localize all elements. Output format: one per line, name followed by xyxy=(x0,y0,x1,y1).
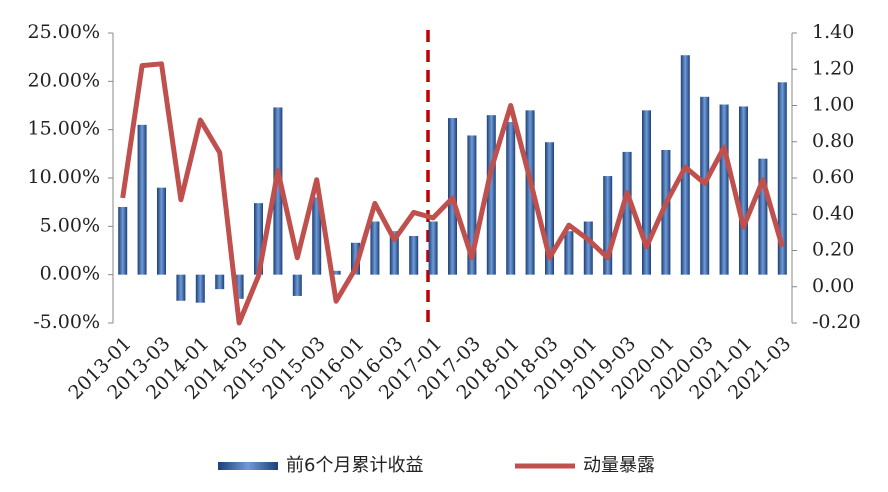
bar xyxy=(661,149,671,275)
bar xyxy=(525,110,535,275)
bar xyxy=(176,274,186,301)
bar xyxy=(409,236,419,275)
bar xyxy=(486,115,496,275)
y2-tick-label: 1.40 xyxy=(812,21,854,43)
bar xyxy=(273,107,283,275)
bar xyxy=(777,82,787,275)
bar xyxy=(642,110,651,275)
y2-tick-label: 1.00 xyxy=(812,94,854,116)
y-tick-label: 20.00% xyxy=(28,69,100,91)
bar xyxy=(370,221,380,275)
legend-label: 前6个月累计收益 xyxy=(286,455,423,476)
bar xyxy=(195,274,205,303)
bar xyxy=(545,142,554,275)
bar xyxy=(389,231,399,275)
y-tick-label: 15.00% xyxy=(28,118,100,140)
bar xyxy=(622,151,632,275)
y2-tick-label: -0.20 xyxy=(812,311,861,333)
y2-tick-label: 1.20 xyxy=(812,57,854,79)
bar xyxy=(428,221,438,275)
bar xyxy=(137,124,147,275)
y2-tick-label: 0.40 xyxy=(812,202,854,224)
bar xyxy=(234,274,244,299)
bar xyxy=(254,203,263,275)
bar xyxy=(506,121,516,275)
y2-tick-label: 0.00 xyxy=(812,275,854,297)
bar xyxy=(603,176,613,275)
y2-tick-label: 0.20 xyxy=(812,239,854,261)
y-tick-label: 10.00% xyxy=(28,166,100,188)
y-tick-label: 5.00% xyxy=(40,214,100,236)
y2-tick-label: 0.60 xyxy=(812,166,854,188)
line xyxy=(120,61,785,326)
y-tick-label: -5.00% xyxy=(33,311,100,333)
bar xyxy=(583,221,593,275)
bar xyxy=(118,207,128,275)
y-tick-label: 0.00% xyxy=(40,263,100,285)
bar xyxy=(215,274,225,290)
bar xyxy=(312,197,322,275)
legend-label: 动量暴露 xyxy=(583,455,655,476)
legend-swatch xyxy=(218,462,278,470)
bar xyxy=(292,274,302,296)
bar xyxy=(564,231,574,275)
y2-tick-label: 0.80 xyxy=(812,130,854,152)
bar xyxy=(157,187,166,275)
bar xyxy=(758,158,768,275)
bar xyxy=(719,104,729,275)
bar xyxy=(331,270,341,275)
bar xyxy=(467,135,477,275)
y-tick-label: 25.00% xyxy=(28,21,100,43)
bar xyxy=(351,242,360,275)
bar xyxy=(739,106,748,275)
